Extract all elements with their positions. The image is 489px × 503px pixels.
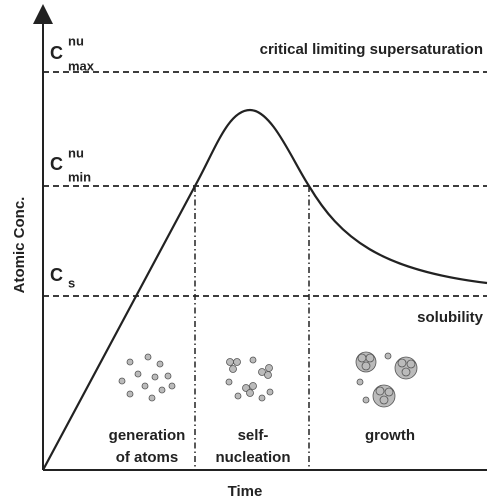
y-axis-title: Atomic Conc. bbox=[11, 197, 28, 294]
level-symbol: C bbox=[50, 265, 63, 285]
level-sup: nu bbox=[68, 145, 84, 160]
stage-label: growth bbox=[365, 427, 415, 444]
concentration-curve bbox=[42, 108, 488, 471]
nuclei bbox=[225, 356, 274, 402]
level-label: critical limiting supersaturation bbox=[260, 41, 483, 58]
stage-label: generation bbox=[109, 427, 186, 444]
level-symbol: C bbox=[50, 154, 63, 174]
stage-label: of atoms bbox=[116, 449, 179, 466]
level-sub: s bbox=[68, 275, 75, 290]
x-axis-title: Time bbox=[228, 483, 263, 500]
level-sup: nu bbox=[68, 33, 84, 48]
stage-label: self- bbox=[238, 427, 269, 444]
stage-label: nucleation bbox=[215, 449, 290, 466]
level-sub: max bbox=[68, 58, 95, 73]
level-symbol: C bbox=[50, 43, 63, 63]
growing-particles bbox=[355, 351, 418, 408]
level-sub: min bbox=[68, 169, 91, 184]
atoms bbox=[118, 353, 176, 402]
level-label: solubility bbox=[417, 309, 483, 326]
